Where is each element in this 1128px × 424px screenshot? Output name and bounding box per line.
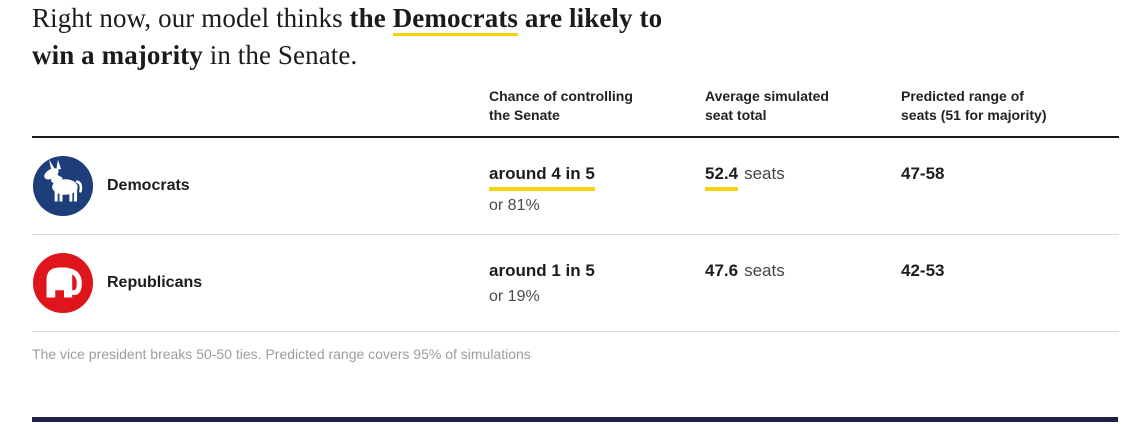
democrats-seats-cell: 52.4 seats bbox=[705, 138, 901, 235]
headline-line-1: Right now, our model thinks the Democrat… bbox=[32, 0, 1119, 37]
chance-value: around 4 in 5 bbox=[489, 163, 595, 191]
headline-text: in the Senate. bbox=[202, 40, 358, 70]
republicans-chance-cell: around 1 in 5 or 19% bbox=[489, 235, 705, 332]
republicans-seats-cell: 47.6 seats bbox=[705, 235, 901, 332]
seat-range-value: 47-58 bbox=[901, 164, 945, 183]
section-divider-bar bbox=[32, 417, 1118, 422]
footnote: The vice president breaks 50-50 ties. Pr… bbox=[32, 346, 531, 362]
party-label: Democrats bbox=[107, 177, 190, 194]
seat-total-unit: seats bbox=[744, 261, 785, 280]
table-row-democrats-party: Democrats bbox=[32, 138, 489, 235]
column-header-seat-total: Average simulated seat total bbox=[705, 86, 901, 138]
seat-total-value: 52.4 bbox=[705, 163, 739, 191]
column-header-party bbox=[32, 86, 489, 138]
elephant-icon bbox=[32, 252, 94, 314]
page-title: Right now, our model thinks the Democrat… bbox=[32, 0, 1119, 74]
seat-total-unit: seats bbox=[744, 164, 785, 183]
democrats-range-cell: 47-58 bbox=[901, 138, 1119, 235]
seat-total-value: 47.6 bbox=[705, 261, 739, 280]
donkey-icon bbox=[32, 155, 94, 217]
forecast-table: Chance of controlling the Senate Average… bbox=[32, 86, 1119, 332]
column-header-chance: Chance of controlling the Senate bbox=[489, 86, 705, 138]
table-row-republicans-party: Republicans bbox=[32, 235, 489, 332]
headline-bold-text: win a majority bbox=[32, 40, 203, 70]
chance-value: around 1 in 5 bbox=[489, 261, 595, 280]
party-label: Republicans bbox=[107, 274, 203, 291]
headline-bold-text: are likely to bbox=[518, 3, 663, 33]
republicans-range-cell: 42-53 bbox=[901, 235, 1119, 332]
seat-range-value: 42-53 bbox=[901, 261, 945, 280]
chance-percent: or 81% bbox=[489, 197, 540, 214]
headline-bold-text: the bbox=[349, 3, 393, 33]
headline-text: Right now, our model thinks bbox=[32, 3, 350, 33]
chance-percent: or 19% bbox=[489, 288, 540, 305]
headline-line-2: win a majority in the Senate. bbox=[32, 37, 1119, 74]
democrats-chance-cell: around 4 in 5 or 81% bbox=[489, 138, 705, 235]
column-header-range: Predicted range of seats (51 for majorit… bbox=[901, 86, 1119, 138]
headline-highlight-democrats: Democrats bbox=[392, 3, 519, 36]
